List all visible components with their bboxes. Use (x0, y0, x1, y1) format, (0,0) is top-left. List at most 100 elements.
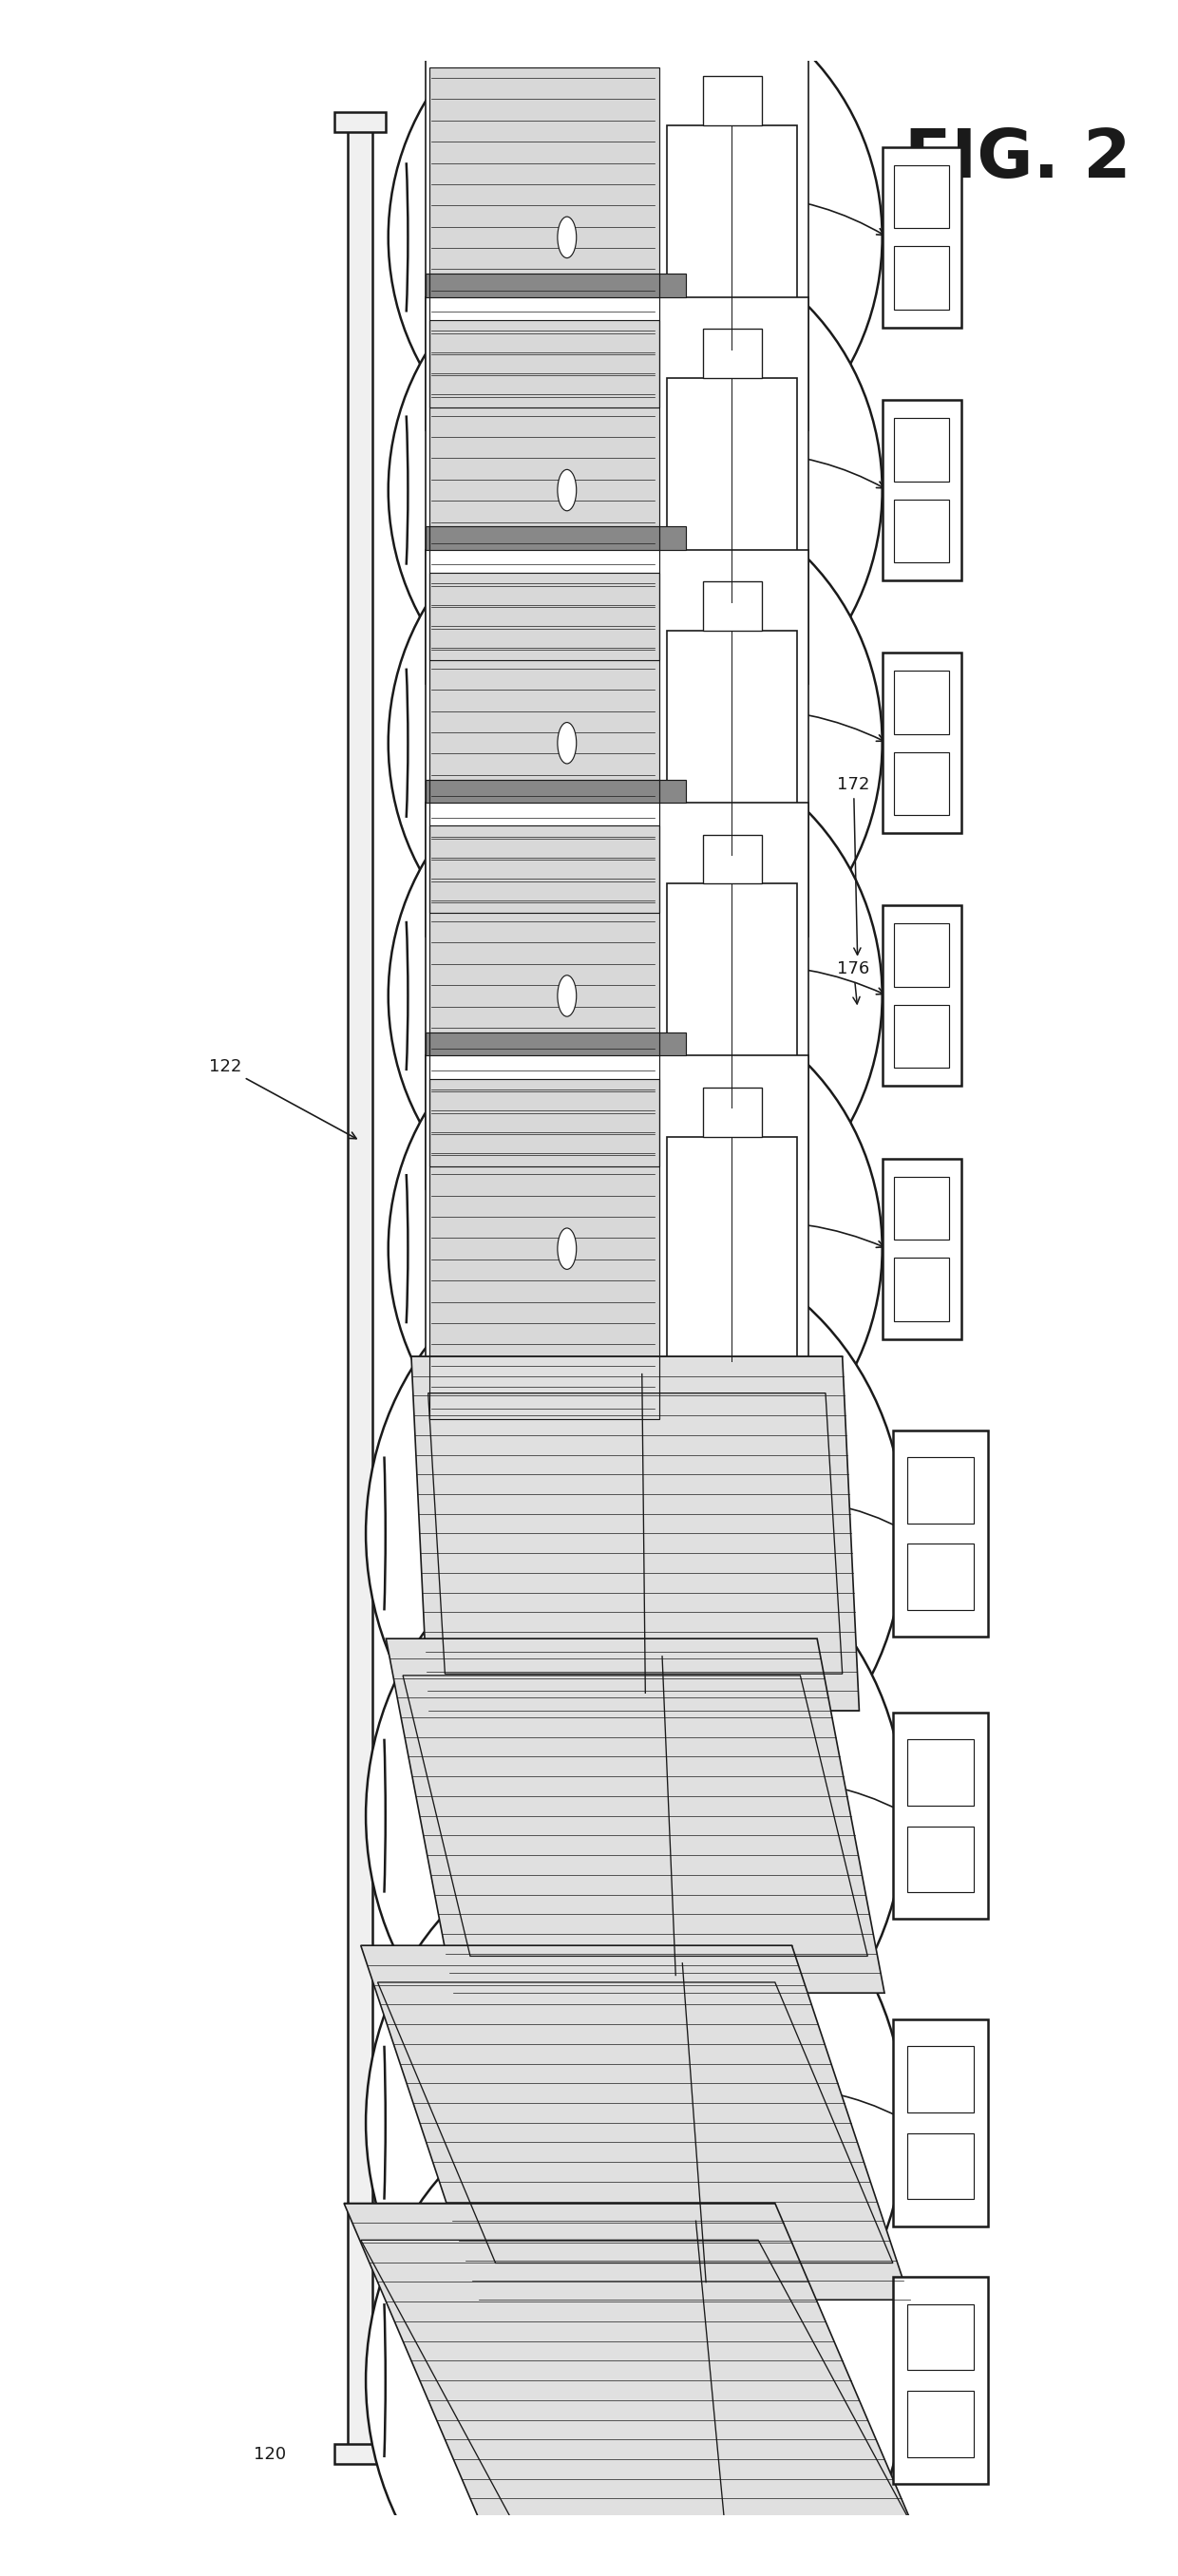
Text: 106: 106 (505, 2434, 735, 2455)
Bar (882, 1159, 961, 1340)
Bar (894, 670, 949, 734)
Bar (425, 21, 686, 44)
Circle shape (557, 976, 576, 1018)
Ellipse shape (389, 992, 882, 1507)
Bar (703, 75, 761, 126)
Circle shape (557, 721, 576, 762)
Bar (425, 273, 686, 296)
Bar (429, 67, 659, 407)
Bar (907, 1739, 973, 1806)
Bar (894, 247, 949, 309)
Bar (703, 1108, 761, 1157)
Bar (429, 67, 659, 407)
Bar (425, 1033, 686, 1056)
Ellipse shape (389, 739, 882, 1255)
Bar (894, 1257, 949, 1321)
Bar (429, 1079, 659, 1419)
Text: 114b: 114b (680, 703, 884, 742)
Bar (894, 1177, 949, 1239)
Circle shape (557, 1229, 576, 1270)
Text: 120: 120 (253, 2445, 286, 2463)
Bar (907, 1543, 973, 1610)
Polygon shape (344, 2202, 927, 2558)
Bar (703, 1360, 761, 1409)
Bar (703, 855, 761, 904)
Bar (882, 399, 961, 580)
Bar (893, 2277, 987, 2483)
Bar (882, 652, 961, 832)
Text: 114b: 114b (680, 961, 723, 981)
Ellipse shape (389, 484, 882, 999)
Text: 114a: 114a (680, 2087, 906, 2120)
Bar (429, 572, 659, 912)
Text: 174: 174 (759, 1025, 792, 1087)
Bar (907, 2303, 973, 2370)
Bar (425, 21, 686, 44)
Bar (335, 2445, 386, 2463)
Text: 114a: 114a (680, 1780, 906, 1814)
Bar (425, 1033, 686, 1056)
Bar (425, 549, 808, 935)
Bar (703, 603, 761, 652)
Text: 176: 176 (838, 961, 869, 1005)
Bar (667, 379, 796, 603)
Bar (907, 1826, 973, 1893)
Bar (703, 330, 761, 379)
Ellipse shape (366, 1520, 905, 2112)
Bar (425, 781, 686, 804)
Bar (907, 2133, 973, 2200)
Polygon shape (360, 1945, 909, 2300)
Bar (882, 147, 961, 327)
Text: 114b: 114b (680, 961, 884, 994)
Bar (907, 2045, 973, 2112)
Text: 114b: 114b (702, 188, 884, 234)
Bar (894, 500, 949, 562)
Bar (703, 1087, 761, 1136)
Bar (667, 1136, 796, 1360)
Bar (425, 273, 686, 296)
Text: 170: 170 (712, 1036, 802, 1180)
Bar (894, 925, 949, 987)
Ellipse shape (389, 0, 882, 495)
Bar (894, 1005, 949, 1069)
Bar (429, 827, 659, 1167)
Ellipse shape (366, 1826, 905, 2419)
Bar (667, 631, 796, 855)
Ellipse shape (366, 2084, 905, 2576)
Bar (429, 319, 659, 659)
Bar (703, 350, 761, 399)
Bar (425, 804, 808, 1190)
Text: 114b: 114b (680, 1218, 884, 1247)
Ellipse shape (366, 1239, 905, 1829)
Bar (425, 526, 686, 549)
Bar (429, 827, 659, 1167)
Bar (894, 752, 949, 814)
Polygon shape (386, 1638, 885, 1994)
Bar (703, 835, 761, 884)
Bar (425, 296, 808, 683)
Bar (335, 113, 386, 131)
Polygon shape (411, 1358, 859, 1710)
Circle shape (557, 469, 576, 510)
Text: 172: 172 (838, 775, 871, 956)
Ellipse shape (389, 232, 882, 747)
Bar (893, 2020, 987, 2226)
Bar (907, 1458, 973, 1522)
Bar (425, 526, 686, 549)
Bar (907, 2391, 973, 2458)
Bar (429, 572, 659, 912)
Bar (893, 1430, 987, 1636)
Text: FIG. 2: FIG. 2 (905, 126, 1131, 191)
Text: 112: 112 (770, 863, 802, 966)
Circle shape (557, 216, 576, 258)
Bar (425, 1056, 808, 1443)
Bar (429, 1079, 659, 1419)
Text: 114a: 114a (702, 1499, 906, 1530)
Bar (425, 781, 686, 804)
Bar (667, 884, 796, 1108)
Bar (425, 44, 808, 430)
Text: 122: 122 (209, 1059, 356, 1139)
Bar (894, 417, 949, 482)
Text: 114b: 114b (702, 446, 884, 487)
Bar (667, 126, 796, 350)
